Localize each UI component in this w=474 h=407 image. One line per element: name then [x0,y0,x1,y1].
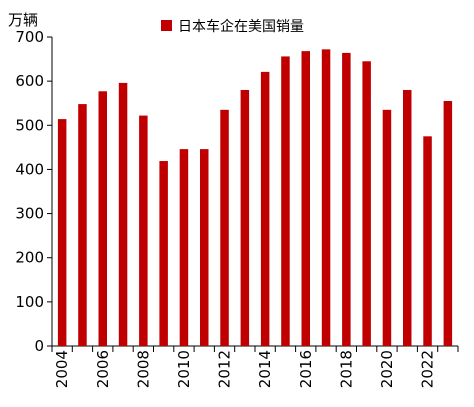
bar-2009 [159,161,168,346]
bar-2023 [443,101,453,346]
y-axis-unit-label: 万辆 [8,11,38,29]
bar-2013 [240,89,250,346]
bar-2014 [260,71,270,346]
bar-2004 [57,119,67,346]
y-tick-label: 500 [15,116,44,134]
y-axis: 0 100 200 300 400 500 600 700 [15,28,53,355]
bar-2012 [220,109,229,346]
bar-2010 [179,149,189,346]
y-tick-label: 200 [15,249,44,267]
legend-label: 日本车企在美国销量 [178,18,304,35]
y-tick-label: 600 [15,72,44,90]
bar-2022 [423,136,432,346]
x-tick-label: 2008 [134,350,152,388]
bar-2007 [118,82,128,346]
x-tick-label: 2022 [419,350,437,388]
bar-2019 [362,61,371,347]
y-tick-label: 100 [15,293,44,311]
y-tick-label: 0 [34,337,44,355]
x-tick-label: 2018 [337,350,355,388]
x-tick-label: 2004 [53,350,71,388]
bar-2005 [78,104,87,347]
x-tick-label: 2006 [94,350,112,388]
x-axis: 2004 2006 2008 2010 2012 2014 2016 2018 2020 2022 [51,345,459,388]
x-tick-label: 2010 [175,350,193,388]
y-tick-label: 400 [15,160,44,178]
bar-2021 [403,89,412,346]
bar-2011 [200,149,209,346]
y-tick-label: 300 [15,205,44,223]
y-tick-label: 700 [15,28,44,46]
x-tick-label: 2014 [256,350,274,388]
bar-2020 [382,109,392,346]
x-tick-label: 2020 [378,350,396,388]
bar-2016 [301,51,310,347]
bar-2006 [98,91,107,346]
bar-2015 [281,56,290,347]
x-tick-label: 2016 [297,350,315,388]
legend-swatch [161,20,172,31]
bar-2018 [342,52,351,347]
x-tick-label: 2012 [216,350,234,388]
bar-2017 [321,49,331,347]
bar-series [57,49,453,347]
bar-2008 [139,115,148,347]
